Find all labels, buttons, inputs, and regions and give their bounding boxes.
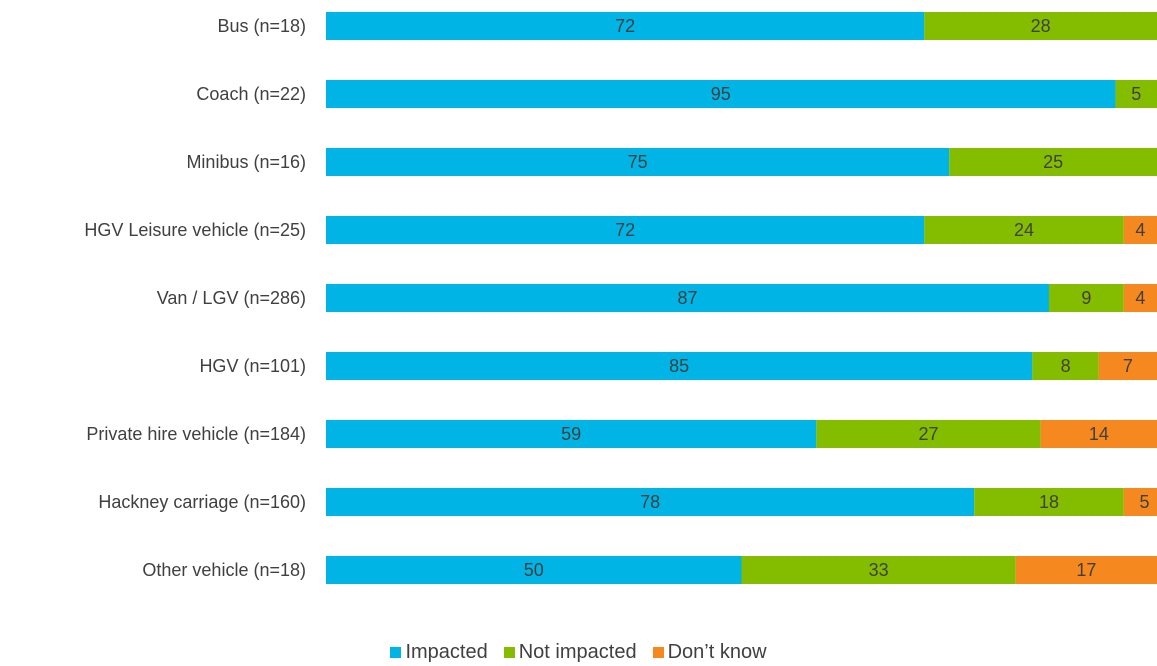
legend-item-impacted: Impacted	[390, 640, 488, 664]
data-label-impacted-private-hire-vehicle-n-184: 59	[561, 424, 581, 444]
data-label-impacted-hackney-carriage-n-160: 78	[640, 492, 660, 512]
legend-swatch-impacted	[390, 646, 402, 658]
bar-impacted-other-vehicle-n-18	[326, 556, 742, 584]
data-label-don-t-know-hgv-n-101: 7	[1123, 356, 1133, 376]
bar-don-t-know-private-hire-vehicle-n-184	[1040, 420, 1157, 448]
bar-impacted-coach-n-22	[326, 80, 1116, 108]
data-label-not-impacted-hgv-n-101: 8	[1061, 356, 1071, 376]
bar-not-impacted-private-hire-vehicle-n-184	[816, 420, 1041, 448]
legend-label-dont-know: Don’t know	[667, 640, 767, 663]
bar-not-impacted-hackney-carriage-n-160	[974, 488, 1124, 516]
category-label-hackney-carriage-n-160: Hackney carriage (n=160)	[98, 492, 306, 512]
data-label-not-impacted-hgv-leisure-vehicle-n-25: 24	[1014, 220, 1034, 240]
bar-impacted-hackney-carriage-n-160	[326, 488, 975, 516]
bar-impacted-private-hire-vehicle-n-184	[326, 420, 817, 448]
data-label-impacted-coach-n-22: 95	[711, 84, 731, 104]
category-label-hgv-n-101: HGV (n=101)	[199, 356, 306, 376]
legend-item-not-impacted: Not impacted	[503, 640, 637, 664]
data-label-impacted-minibus-n-16: 75	[628, 152, 648, 172]
data-label-don-t-know-hgv-leisure-vehicle-n-25: 4	[1135, 220, 1145, 240]
data-label-don-t-know-van-lgv-n-286: 4	[1135, 288, 1145, 308]
bar-impacted-van-lgv-n-286	[326, 284, 1049, 312]
data-label-not-impacted-minibus-n-16: 25	[1043, 152, 1063, 172]
category-label-bus-n-18: Bus (n=18)	[217, 16, 306, 36]
data-label-not-impacted-coach-n-22: 5	[1131, 84, 1141, 104]
bar-don-t-know-van-lgv-n-286	[1123, 284, 1157, 312]
category-label-minibus-n-16: Minibus (n=16)	[186, 152, 306, 172]
bar-not-impacted-van-lgv-n-286	[1048, 284, 1124, 312]
category-label-van-lgv-n-286: Van / LGV (n=286)	[157, 288, 306, 308]
bar-not-impacted-coach-n-22	[1115, 80, 1157, 108]
data-label-impacted-van-lgv-n-286: 87	[677, 288, 697, 308]
data-label-impacted-hgv-n-101: 85	[669, 356, 689, 376]
data-label-not-impacted-private-hire-vehicle-n-184: 27	[918, 424, 938, 444]
legend-label-not-impacted: Not impacted	[518, 640, 637, 663]
category-label-hgv-leisure-vehicle-n-25: HGV Leisure vehicle (n=25)	[84, 220, 306, 240]
data-label-don-t-know-private-hire-vehicle-n-184: 14	[1089, 424, 1109, 444]
bar-not-impacted-other-vehicle-n-18	[741, 556, 1016, 584]
data-label-not-impacted-hackney-carriage-n-160: 18	[1039, 492, 1059, 512]
data-label-not-impacted-bus-n-18: 28	[1031, 16, 1051, 36]
bar-not-impacted-hgv-leisure-vehicle-n-25	[924, 216, 1124, 244]
bar-not-impacted-hgv-n-101	[1032, 352, 1099, 380]
legend-label-impacted: Impacted	[405, 640, 488, 663]
legend: Impacted Not impacted Don’t know	[0, 638, 1157, 666]
bar-not-impacted-minibus-n-16	[949, 148, 1157, 176]
data-label-impacted-hgv-leisure-vehicle-n-25: 72	[615, 220, 635, 240]
category-label-private-hire-vehicle-n-184: Private hire vehicle (n=184)	[86, 424, 306, 444]
data-label-impacted-other-vehicle-n-18: 50	[524, 560, 544, 580]
data-label-not-impacted-other-vehicle-n-18: 33	[869, 560, 889, 580]
legend-swatch-dont-know	[652, 646, 664, 658]
bar-impacted-hgv-leisure-vehicle-n-25	[326, 216, 925, 244]
bar-impacted-bus-n-18	[326, 12, 925, 40]
bar-don-t-know-other-vehicle-n-18	[1015, 556, 1157, 584]
bar-not-impacted-bus-n-18	[924, 12, 1157, 40]
bar-don-t-know-hackney-carriage-n-160	[1123, 488, 1157, 516]
legend-item-dont-know: Don’t know	[652, 640, 767, 664]
data-label-don-t-know-other-vehicle-n-18: 17	[1076, 560, 1096, 580]
category-label-coach-n-22: Coach (n=22)	[196, 84, 306, 104]
bar-impacted-minibus-n-16	[326, 148, 950, 176]
data-label-not-impacted-van-lgv-n-286: 9	[1081, 288, 1091, 308]
legend-swatch-not-impacted	[503, 646, 515, 658]
category-label-other-vehicle-n-18: Other vehicle (n=18)	[142, 560, 306, 580]
bar-don-t-know-hgv-leisure-vehicle-n-25	[1123, 216, 1157, 244]
bar-don-t-know-hgv-n-101	[1098, 352, 1157, 380]
data-label-don-t-know-hackney-carriage-n-160: 5	[1140, 492, 1150, 512]
bar-impacted-hgv-n-101	[326, 352, 1033, 380]
data-label-impacted-bus-n-18: 72	[615, 16, 635, 36]
